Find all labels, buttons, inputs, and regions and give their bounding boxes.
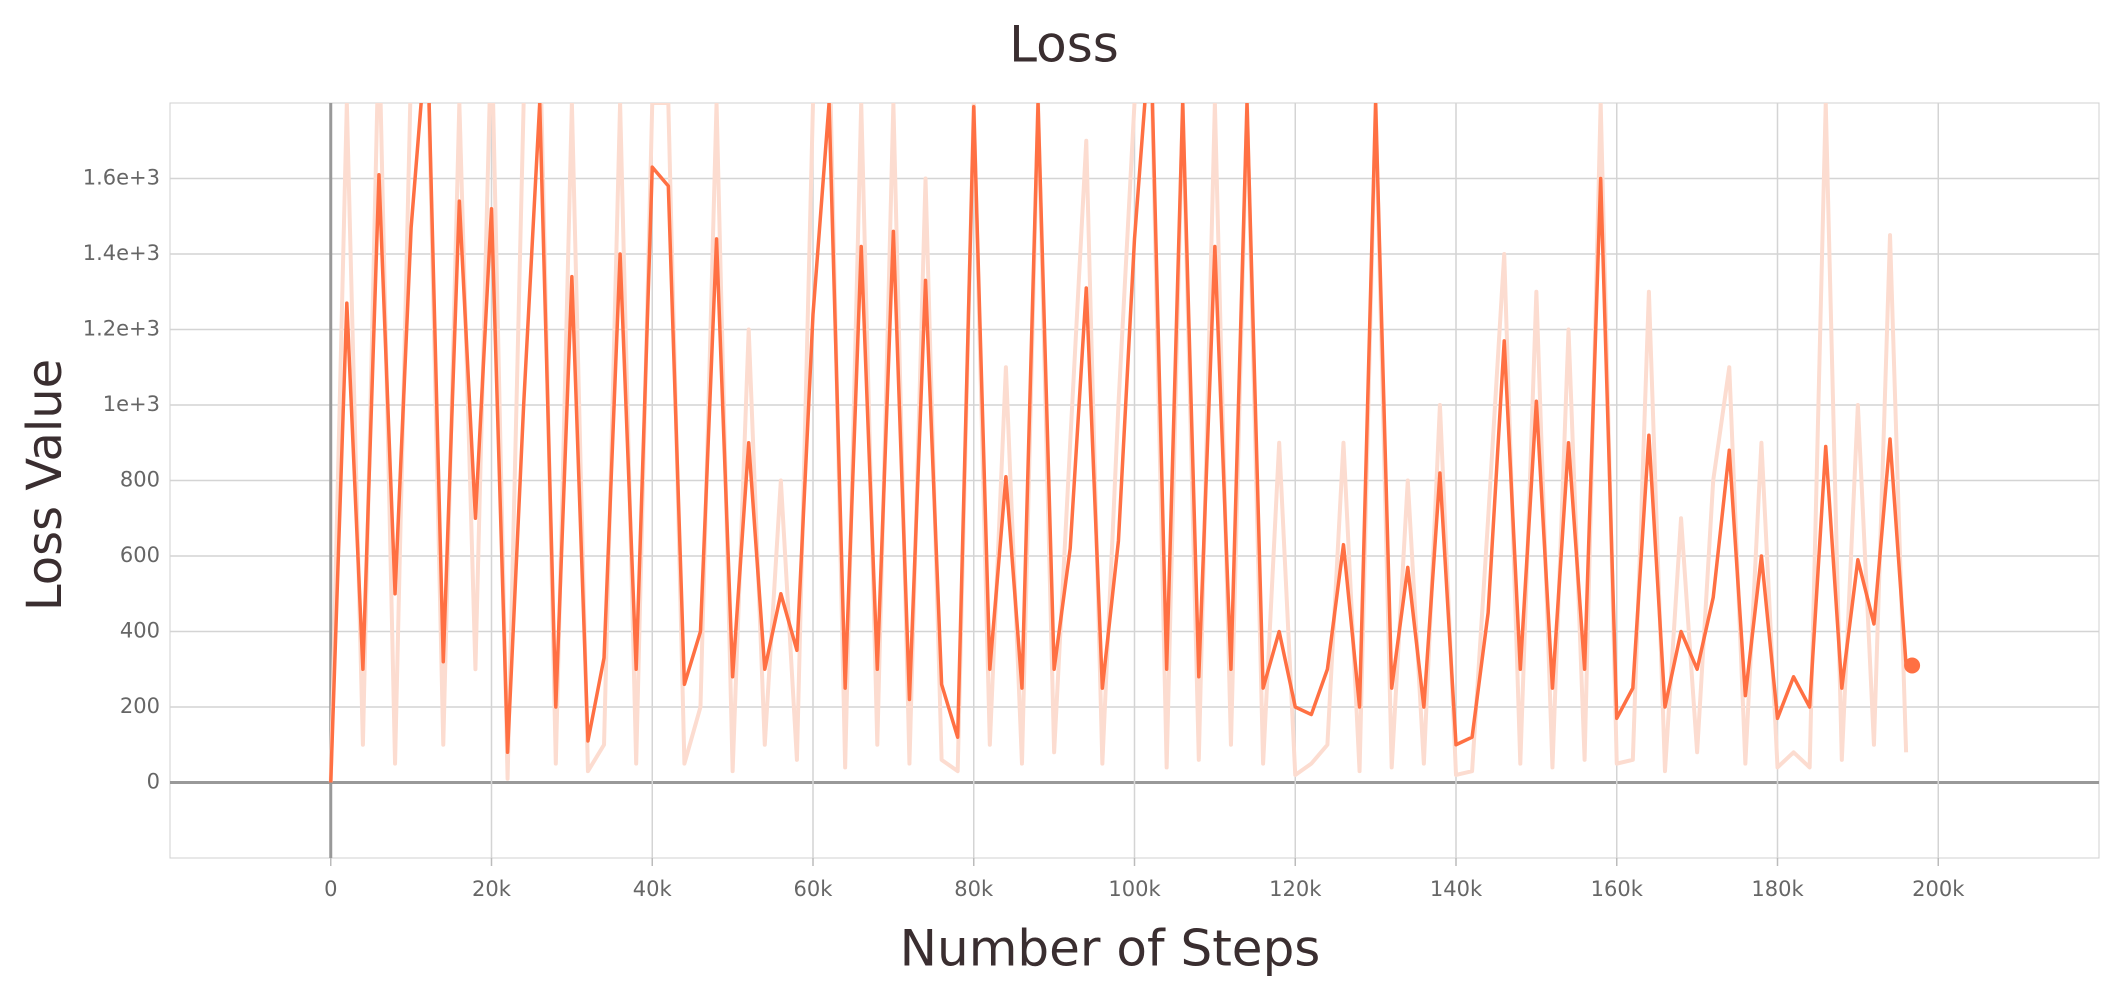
y-tick-label: 200 (120, 694, 160, 718)
loss-line (329, 103, 1908, 783)
y-tick-label: 1.2e+3 (83, 317, 160, 341)
x-tick-label: 160k (1591, 877, 1644, 901)
x-tick-label: 200k (1912, 877, 1965, 901)
x-tick-label: 100k (1108, 877, 1161, 901)
loss-line (328, 103, 1909, 783)
x-tick-label: 140k (1430, 877, 1483, 901)
chart-title: Loss (1009, 16, 1119, 74)
x-tick-label: 80k (954, 877, 994, 901)
end-marker (1904, 657, 1921, 674)
y-axis-label: Loss Value (17, 359, 73, 611)
y-tick-label: 400 (120, 619, 160, 643)
y-tick-label: 1.6e+3 (83, 166, 160, 190)
y-tick-label: 1e+3 (103, 392, 160, 416)
y-tick-label: 1.4e+3 (83, 241, 160, 265)
x-tick-label: 180k (1751, 877, 1804, 901)
y-tick-label: 0 (147, 770, 160, 794)
y-tick-label: 600 (120, 543, 160, 567)
x-tick-label: 0 (324, 877, 337, 901)
x-tick-label: 60k (794, 877, 834, 901)
x-axis-label: Number of Steps (900, 920, 1321, 978)
x-tick-label: 40k (633, 877, 673, 901)
x-tick-label: 20k (472, 877, 512, 901)
x-tick-label: 120k (1269, 877, 1322, 901)
y-tick-label: 800 (120, 468, 160, 492)
